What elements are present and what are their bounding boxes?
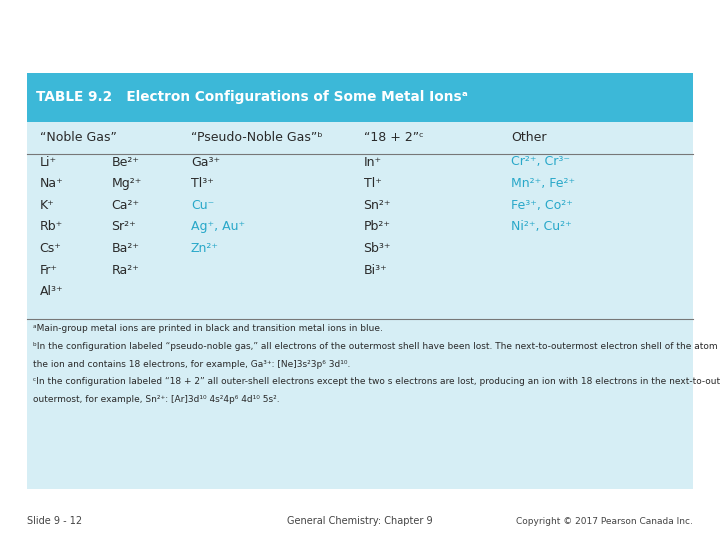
Text: Cs⁺: Cs⁺ [40, 242, 61, 255]
Text: Cr²⁺, Cr³⁻: Cr²⁺, Cr³⁻ [511, 156, 570, 168]
Text: Ag⁺, Au⁺: Ag⁺, Au⁺ [191, 220, 245, 233]
Text: Mg²⁺: Mg²⁺ [112, 177, 142, 190]
Text: Tl⁺: Tl⁺ [364, 177, 382, 190]
Text: Li⁺: Li⁺ [40, 156, 57, 168]
Text: outermost, for example, Sn²⁺: [Ar]3d¹⁰ 4s²4p⁶ 4d¹⁰ 5s².: outermost, for example, Sn²⁺: [Ar]3d¹⁰ 4… [33, 395, 280, 404]
Text: Ga³⁺: Ga³⁺ [191, 156, 220, 168]
Text: ᶜIn the configuration labeled “18 + 2” all outer-shell electrons except the two : ᶜIn the configuration labeled “18 + 2” a… [33, 377, 720, 387]
Text: Na⁺: Na⁺ [40, 177, 63, 190]
Text: Bi³⁺: Bi³⁺ [364, 264, 387, 276]
Text: “18 + 2”ᶜ: “18 + 2”ᶜ [364, 131, 423, 144]
Text: Be²⁺: Be²⁺ [112, 156, 140, 168]
Text: Other: Other [511, 131, 546, 144]
Text: TABLE 9.2   Electron Configurations of Some Metal Ionsᵃ: TABLE 9.2 Electron Configurations of Som… [36, 90, 468, 104]
Text: Fr⁺: Fr⁺ [40, 264, 58, 276]
Text: Ni²⁺, Cu²⁺: Ni²⁺, Cu²⁺ [511, 220, 572, 233]
Text: Sn²⁺: Sn²⁺ [364, 199, 391, 212]
Text: Rb⁺: Rb⁺ [40, 220, 63, 233]
Text: In⁺: In⁺ [364, 156, 382, 168]
Text: General Chemistry: Chapter 9: General Chemistry: Chapter 9 [287, 516, 433, 526]
Text: Copyright © 2017 Pearson Canada Inc.: Copyright © 2017 Pearson Canada Inc. [516, 517, 693, 526]
Text: Fe³⁺, Co²⁺: Fe³⁺, Co²⁺ [511, 199, 573, 212]
Text: Pb²⁺: Pb²⁺ [364, 220, 391, 233]
Text: Tl³⁺: Tl³⁺ [191, 177, 214, 190]
Text: Al³⁺: Al³⁺ [40, 285, 63, 298]
Text: K⁺: K⁺ [40, 199, 54, 212]
Text: the ion and contains 18 electrons, for example, Ga³⁺: [Ne]3s²3p⁶ 3d¹⁰.: the ion and contains 18 electrons, for e… [33, 360, 351, 369]
Text: Ra²⁺: Ra²⁺ [112, 264, 140, 276]
Text: ᵇIn the configuration labeled “pseudo-noble gas,” all electrons of the outermost: ᵇIn the configuration labeled “pseudo-no… [33, 342, 720, 351]
Text: Zn²⁺: Zn²⁺ [191, 242, 219, 255]
Text: “Pseudo-Noble Gas”ᵇ: “Pseudo-Noble Gas”ᵇ [191, 131, 323, 144]
Text: Mn²⁺, Fe²⁺: Mn²⁺, Fe²⁺ [511, 177, 575, 190]
Text: Slide 9 - 12: Slide 9 - 12 [27, 516, 83, 526]
Text: Sr²⁺: Sr²⁺ [112, 220, 136, 233]
Text: “Noble Gas”: “Noble Gas” [40, 131, 117, 144]
Text: ᵃMain-group metal ions are printed in black and transition metal ions in blue.: ᵃMain-group metal ions are printed in bl… [33, 324, 383, 333]
Text: Ca²⁺: Ca²⁺ [112, 199, 140, 212]
Text: Sb³⁺: Sb³⁺ [364, 242, 391, 255]
Text: Ba²⁺: Ba²⁺ [112, 242, 140, 255]
Text: Cu⁻: Cu⁻ [191, 199, 214, 212]
